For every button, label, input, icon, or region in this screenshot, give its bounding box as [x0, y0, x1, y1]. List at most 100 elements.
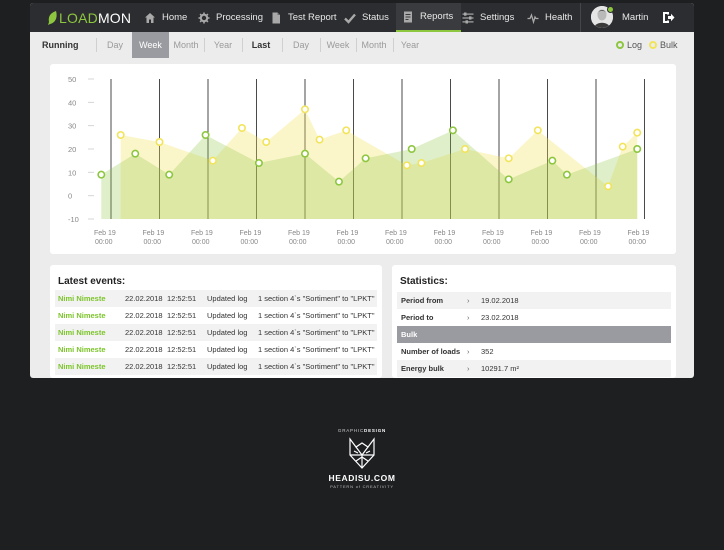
- running-day-tab[interactable]: Day: [106, 40, 123, 50]
- watermark-name: HEADISU.COM: [328, 473, 396, 483]
- chevron-right-icon: ›: [467, 296, 470, 305]
- x-tick-label: Feb 19: [240, 230, 262, 237]
- legend-log[interactable]: Log: [616, 32, 642, 58]
- nav-health[interactable]: Health: [527, 3, 572, 32]
- filter-bar: Running Day Week Month Year Last Day Wee…: [30, 32, 694, 58]
- x-tick-label: 00:00: [338, 239, 356, 246]
- bulk-data-point: [342, 126, 351, 135]
- nav-processing[interactable]: Processing: [198, 3, 263, 32]
- event-row[interactable]: Nimi Nimeste 22.02.2018 12:52:51 Updated…: [55, 324, 377, 341]
- user-name[interactable]: Martin: [622, 12, 649, 23]
- document-icon: [272, 12, 280, 23]
- running-week-tab[interactable]: Week: [132, 32, 169, 58]
- event-row[interactable]: Nimi Nimeste 22.02.2018 12:52:51 Updated…: [55, 358, 377, 375]
- log-data-point: [254, 159, 263, 168]
- x-tick-label: 00:00: [386, 239, 404, 246]
- nav-test-report-label: Test Report: [288, 12, 337, 23]
- pulse-icon: [527, 12, 539, 24]
- last-week-tab[interactable]: Week: [326, 40, 350, 50]
- log-data-point: [504, 175, 513, 184]
- bulk-data-point: [155, 138, 164, 147]
- legend-bulk[interactable]: Bulk: [649, 32, 678, 58]
- bulk-data-point: [237, 123, 246, 132]
- log-data-point: [301, 149, 310, 158]
- x-tick-label: Feb 19: [94, 230, 116, 237]
- bulk-data-point: [262, 138, 271, 147]
- bulk-data-point: [633, 128, 642, 137]
- event-time: 12:52:51: [167, 345, 197, 354]
- event-row[interactable]: Nimi Nimeste 22.02.2018 12:52:51 Updated…: [55, 290, 377, 307]
- app-window: LOAD MON Home Processing Test Report Stat…: [30, 3, 694, 378]
- last-month-tab[interactable]: Month: [361, 40, 387, 50]
- event-date: 22.02.2018: [125, 311, 163, 320]
- chevron-right-icon: ›: [467, 364, 470, 373]
- x-tick-label: 00:00: [192, 239, 210, 246]
- x-tick-label: Feb 19: [143, 230, 165, 237]
- nav-reports[interactable]: Reports: [396, 3, 462, 32]
- statistics-card: Statistics: Period from › 19.02.2018 Per…: [392, 265, 676, 378]
- watermark-top: GRAPHICDESIGN: [312, 428, 412, 433]
- log-data-point: [361, 154, 370, 163]
- log-data-point: [97, 170, 106, 179]
- legend-log-label: Log: [627, 40, 643, 50]
- watermark-top-suffix: DESIGN: [364, 428, 387, 433]
- y-tick-label: 20: [68, 145, 76, 154]
- logout-icon[interactable]: [662, 11, 675, 24]
- nav-health-label: Health: [545, 12, 573, 23]
- event-user[interactable]: Nimi Nimeste: [58, 311, 106, 320]
- last-day-tab[interactable]: Day: [292, 40, 309, 50]
- report-icon: [404, 11, 412, 22]
- gear-icon: [198, 12, 210, 23]
- event-row[interactable]: Nimi Nimeste 22.02.2018 12:52:51 Updated…: [55, 341, 377, 358]
- log-data-point: [334, 177, 343, 186]
- divider: [242, 38, 243, 52]
- nav-status[interactable]: Status: [344, 3, 389, 32]
- y-tick-label: 30: [68, 122, 76, 131]
- log-data-point: [448, 126, 457, 135]
- x-tick-label: 00:00: [483, 239, 501, 246]
- divider: [282, 38, 283, 52]
- nav-status-label: Status: [362, 12, 389, 23]
- x-tick-label: 00:00: [144, 239, 162, 246]
- x-tick-label: Feb 19: [482, 230, 504, 237]
- running-month-tab[interactable]: Month: [173, 40, 199, 50]
- event-time: 12:52:51: [167, 328, 197, 337]
- event-user[interactable]: Nimi Nimeste: [58, 294, 106, 303]
- event-action: Updated log: [207, 362, 248, 371]
- bulk-data-point: [461, 145, 470, 154]
- stat-row-period-to: Period to › 23.02.2018: [397, 309, 671, 326]
- bulk-header-label: Bulk: [401, 330, 418, 339]
- x-tick-label: 00:00: [435, 239, 453, 246]
- x-tick-label: Feb 19: [628, 230, 650, 237]
- x-tick-label: 00:00: [95, 239, 113, 246]
- brand-logo[interactable]: LOAD MON: [48, 9, 131, 27]
- event-detail: 1 section 4`s "Sortiment" to "LPKT": [258, 294, 375, 303]
- running-year-tab[interactable]: Year: [213, 40, 233, 50]
- event-time: 12:52:51: [167, 311, 197, 320]
- divider: [393, 38, 394, 52]
- last-year-tab[interactable]: Year: [400, 40, 420, 50]
- x-tick-label: 00:00: [289, 239, 307, 246]
- bulk-data-point: [116, 131, 125, 140]
- events-title: Latest events:: [58, 276, 126, 287]
- x-tick-label: Feb 19: [385, 230, 407, 237]
- nav-settings[interactable]: Settings: [462, 3, 514, 32]
- nav-home[interactable]: Home: [144, 3, 187, 32]
- event-time: 12:52:51: [167, 362, 197, 371]
- x-tick-label: Feb 19: [434, 230, 456, 237]
- bulk-data-point: [533, 126, 542, 135]
- x-tick-label: 00:00: [532, 239, 550, 246]
- log-legend-marker-icon: [616, 41, 624, 49]
- event-user[interactable]: Nimi Nimeste: [58, 328, 106, 337]
- brand-part-1: LOAD: [59, 10, 98, 26]
- x-tick-label: Feb 19: [579, 230, 601, 237]
- event-user[interactable]: Nimi Nimeste: [58, 345, 106, 354]
- load-chart[interactable]: -10 0 10 20 30 40 50 Feb 19 00:00 Feb 19 00:00 Feb …: [50, 64, 676, 254]
- event-user[interactable]: Nimi Nimeste: [58, 362, 106, 371]
- event-action: Updated log: [207, 311, 248, 320]
- x-tick-label: Feb 19: [337, 230, 359, 237]
- event-row[interactable]: Nimi Nimeste 22.02.2018 12:52:51 Updated…: [55, 307, 377, 324]
- bulk-section-header: Bulk: [397, 326, 671, 343]
- nav-test-report[interactable]: Test Report: [270, 3, 337, 32]
- event-date: 22.02.2018: [125, 294, 163, 303]
